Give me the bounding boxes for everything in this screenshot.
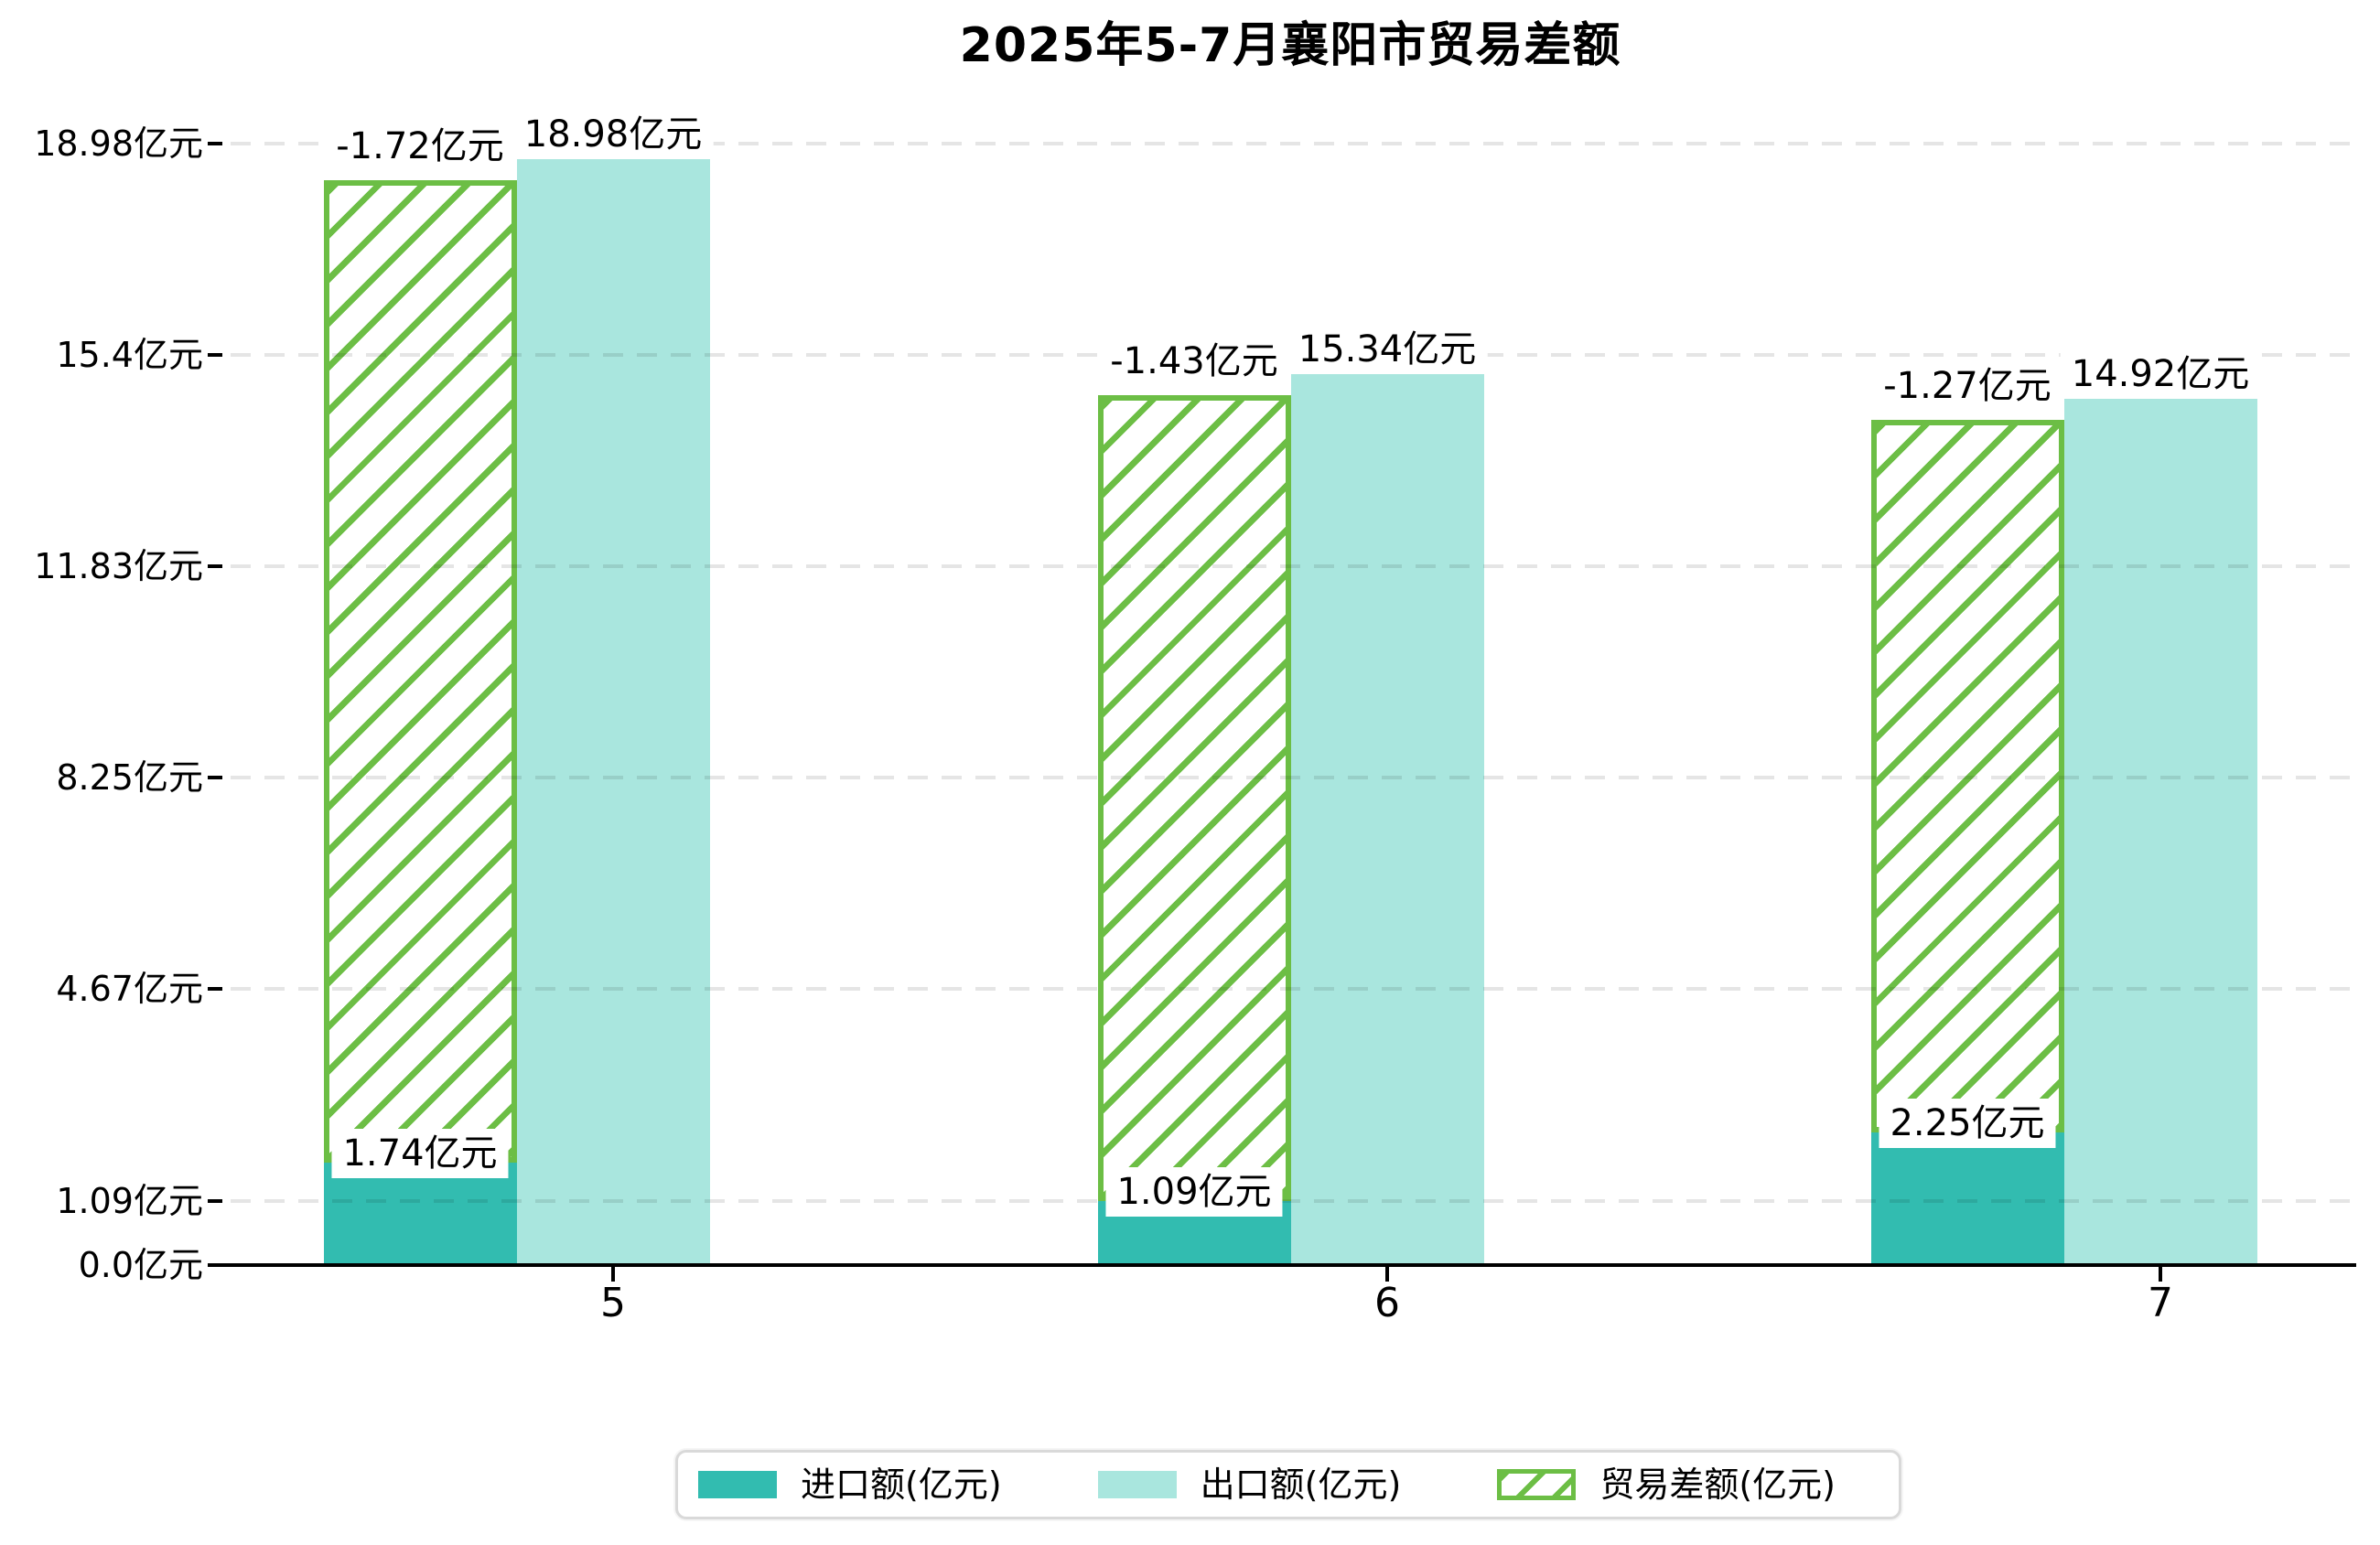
gridline [231, 776, 2356, 780]
x-axis-line [215, 1263, 2356, 1267]
y-axis-tick-label: 18.98亿元 [34, 123, 203, 164]
trade-balance-value-label: -1.27亿元 [1872, 361, 2062, 412]
y-axis-tick-label: 8.25亿元 [56, 757, 203, 799]
import-value-label: 1.09亿元 [1105, 1166, 1283, 1217]
export-bar [1290, 359, 1484, 1265]
y-axis-tick-label: 11.83亿元 [34, 545, 203, 586]
export-swatch-icon [1097, 1471, 1177, 1498]
import-swatch-icon [698, 1471, 777, 1498]
trade-balance-bar [1097, 395, 1291, 1201]
trade-balance-bar [1870, 420, 2064, 1132]
export-value-label: 15.34亿元 [1287, 325, 1488, 375]
trade-balance-hatch-swatch-icon [1497, 1469, 1577, 1500]
legend: 进口额(亿元) 出口额(亿元) 贸易差额(亿元) [675, 1450, 1901, 1519]
y-tick-mark [208, 353, 222, 358]
y-tick-mark [208, 776, 222, 780]
legend-item-import: 进口额(亿元) [698, 1465, 1002, 1504]
y-tick-mark [208, 1198, 222, 1203]
import-bar [323, 1162, 517, 1265]
import-bar [1870, 1132, 2064, 1265]
import-value-label: 2.25亿元 [1879, 1098, 2056, 1148]
y-tick-mark [208, 563, 222, 568]
export-bar [2063, 383, 2257, 1265]
y-axis-tick-label: 1.09亿元 [56, 1180, 203, 1221]
import-value-label: 1.74亿元 [331, 1128, 509, 1178]
gridline [231, 1198, 2356, 1203]
x-tick-mark [2159, 1267, 2162, 1282]
legend-item-balance: 贸易差额(亿元) [1497, 1465, 1836, 1504]
chart-title: 2025年5-7月襄阳市贸易差额 [959, 18, 1621, 73]
x-tick-mark [1385, 1267, 1389, 1282]
trade-balance-bar [323, 179, 517, 1163]
export-bar [516, 143, 710, 1265]
y-axis-tick-label: 4.67亿元 [56, 969, 203, 1010]
legend-label-import: 进口额(亿元) [801, 1465, 1002, 1505]
trade-balance-value-label: -1.72亿元 [325, 121, 515, 171]
export-value-label: 14.92亿元 [2060, 349, 2261, 400]
x-axis-tick-label: 6 [1374, 1280, 1400, 1326]
y-tick-mark [208, 141, 222, 145]
gridline [231, 987, 2356, 992]
x-axis-tick-label: 7 [2148, 1280, 2173, 1326]
y-tick-mark [208, 987, 222, 992]
trade-balance-value-label: -1.43亿元 [1099, 337, 1289, 387]
gridline [231, 563, 2356, 568]
export-value-label: 18.98亿元 [512, 109, 714, 159]
legend-label-balance: 贸易差额(亿元) [1599, 1465, 1836, 1505]
gridline [231, 141, 2356, 145]
legend-label-export: 出口额(亿元) [1200, 1465, 1402, 1505]
legend-item-export: 出口额(亿元) [1097, 1465, 1402, 1505]
y-axis-tick-label: 15.4亿元 [56, 335, 203, 376]
x-axis-tick-label: 5 [600, 1280, 626, 1326]
y-axis-tick-label: 0.0亿元 [78, 1245, 203, 1285]
x-tick-mark [611, 1267, 615, 1282]
